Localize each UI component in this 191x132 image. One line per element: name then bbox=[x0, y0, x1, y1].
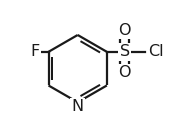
Text: S: S bbox=[120, 44, 130, 59]
Text: Cl: Cl bbox=[148, 44, 164, 59]
Text: N: N bbox=[72, 99, 84, 114]
Text: O: O bbox=[118, 23, 131, 38]
Text: F: F bbox=[30, 44, 39, 59]
Text: O: O bbox=[118, 65, 131, 80]
